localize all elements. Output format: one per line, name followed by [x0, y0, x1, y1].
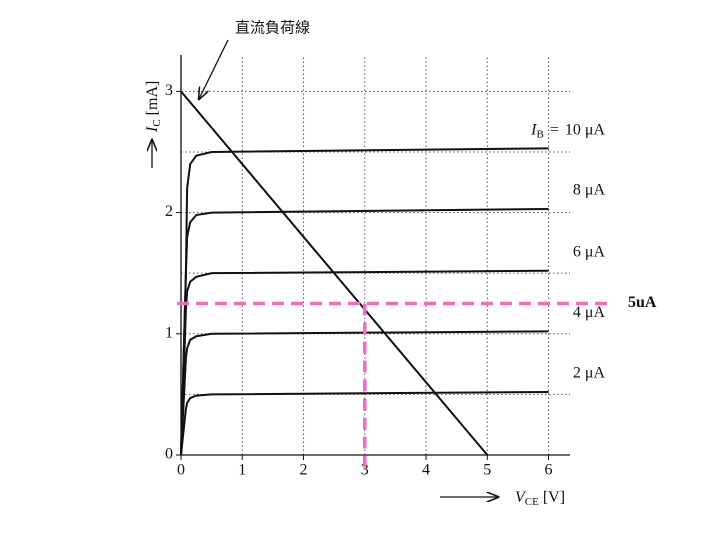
x-tick-label: 2 — [300, 462, 308, 479]
load-line — [180, 90, 489, 456]
x-label-subscript: CE — [525, 496, 539, 508]
x-tick-label: 1 — [238, 462, 246, 479]
x-tick-label: 4 — [422, 462, 430, 479]
ib-symbol: I — [530, 121, 537, 138]
ib-equals: = — [550, 121, 559, 138]
ib-subscript: B — [536, 128, 543, 140]
curve — [180, 147, 549, 456]
series-label: 2 μA — [573, 365, 606, 382]
y-tick-label: 1 — [165, 324, 173, 341]
series-name: 10 μA — [565, 121, 606, 138]
x-tick-label: 3 — [361, 462, 369, 479]
y-label: IC [mA] — [144, 81, 163, 133]
operating-label: 5uA — [628, 294, 657, 311]
x-tick-label: 5 — [483, 462, 491, 479]
series-label: IB = 10 μA — [530, 121, 605, 140]
annotation: 直流負荷線 — [235, 19, 310, 37]
y-label-group: IC [mA] — [144, 81, 163, 168]
curve — [180, 390, 549, 456]
x-label-unit: [V] — [543, 489, 565, 506]
x-tick-label: 6 — [545, 462, 553, 479]
annotation-arrow — [199, 39, 229, 99]
series-label: 8 μA — [573, 182, 606, 199]
y-label-subscript: C — [151, 119, 163, 126]
y-tick-label: 2 — [165, 203, 173, 220]
y-tick-label: 3 — [165, 82, 173, 99]
x-tick-label: 0 — [177, 462, 185, 479]
x-label: VCE [V] — [515, 489, 565, 508]
series-label: 4 μA — [573, 304, 606, 321]
y-label-symbol: I — [144, 126, 161, 133]
y-label-unit: [mA] — [144, 81, 161, 116]
curve — [180, 330, 549, 456]
x-label-symbol: V — [515, 489, 527, 506]
y-tick-label: 0 — [165, 446, 173, 463]
series-label: 6 μA — [573, 243, 606, 260]
